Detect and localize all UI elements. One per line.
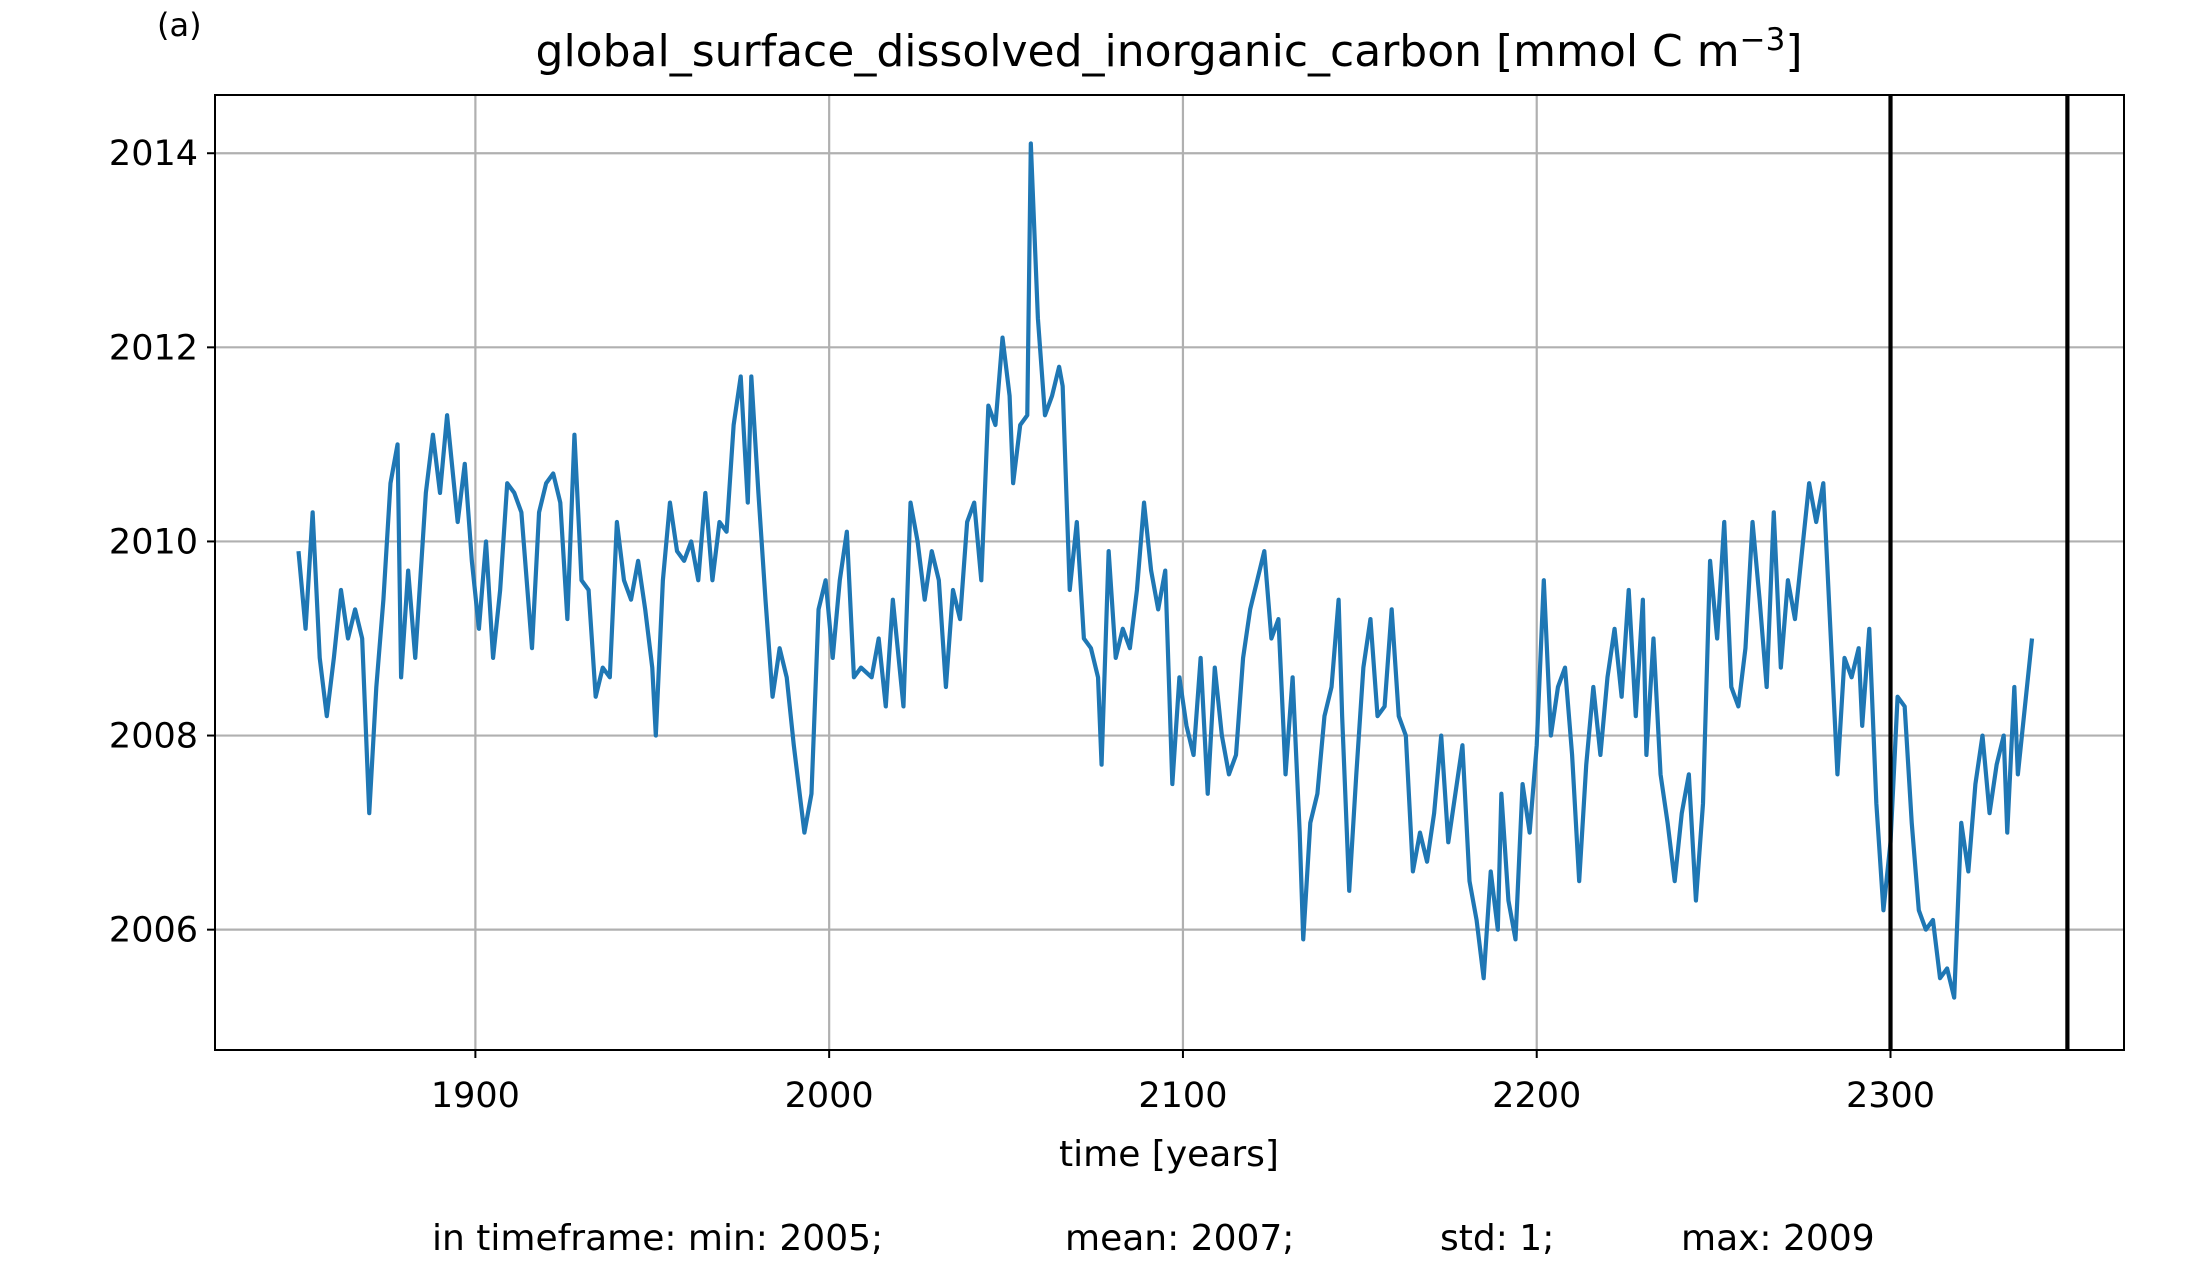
x-tick-label: 2000 xyxy=(785,1076,874,1116)
x-axis-label: time [years] xyxy=(1059,1134,1279,1175)
x-tick-label: 1900 xyxy=(431,1076,520,1116)
stat-text: mean: 2007; xyxy=(1065,1218,1294,1259)
data-line xyxy=(296,141,2035,1000)
x-tick-label: 2200 xyxy=(1492,1076,1581,1116)
y-tick-label: 2014 xyxy=(109,134,198,174)
stat-text: max: 2009 xyxy=(1681,1218,1875,1259)
stat-text: std: 1; xyxy=(1440,1218,1554,1259)
title-superscript: −3 xyxy=(1740,22,1786,58)
y-tick-label: 2010 xyxy=(109,522,198,562)
y-tick-label: 2012 xyxy=(109,328,198,368)
title-text: global_surface_dissolved_inorganic_carbo… xyxy=(536,26,1740,77)
x-tick-label: 2100 xyxy=(1138,1076,1227,1116)
stat-text: in timeframe: min: 2005; xyxy=(432,1218,883,1259)
y-tick-label: 2008 xyxy=(109,717,198,757)
panel-label: (a) xyxy=(157,6,202,44)
x-tick-label: 2300 xyxy=(1846,1076,1935,1116)
stats-row: in timeframe: min: 2005; mean: 2007; std: … xyxy=(432,1218,1875,1259)
plot-frame xyxy=(214,94,2125,1051)
chart-title: global_surface_dissolved_inorganic_carbo… xyxy=(536,22,1803,77)
y-tick-label: 2006 xyxy=(109,911,198,951)
title-end: ] xyxy=(1785,26,1802,77)
